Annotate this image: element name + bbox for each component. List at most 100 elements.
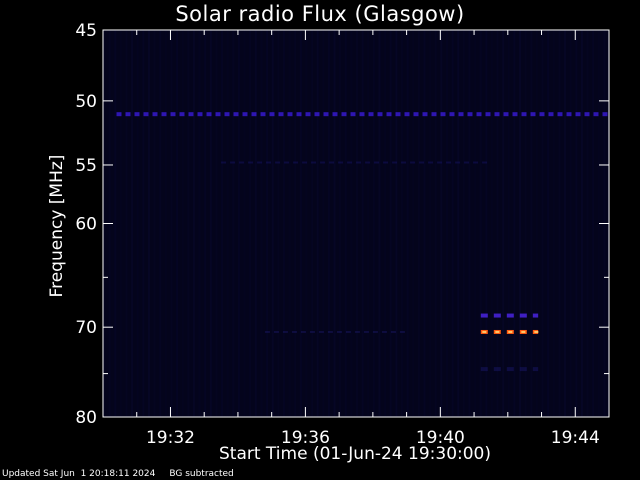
- emission-band: [170, 112, 176, 117]
- background-stripe: [389, 30, 392, 417]
- emission-band: [437, 161, 443, 164]
- emission-band: [257, 161, 263, 164]
- background-stripe: [305, 30, 308, 417]
- background-stripe: [221, 30, 224, 417]
- background-stripe: [260, 30, 263, 417]
- emission-band: [338, 161, 344, 164]
- emission-band: [476, 112, 482, 117]
- background-stripe: [524, 30, 527, 417]
- x-tick-label: 19:32: [146, 428, 195, 448]
- background-stripe: [586, 30, 589, 417]
- background-stripe: [434, 30, 437, 417]
- emission-band: [287, 112, 293, 117]
- emission-band: [125, 112, 131, 117]
- background-stripe: [457, 30, 460, 417]
- emission-burst: [493, 367, 501, 372]
- background-stripe: [423, 30, 426, 417]
- emission-band: [386, 112, 392, 117]
- emission-burst: [532, 313, 539, 318]
- background-stripe: [170, 30, 173, 417]
- emission-band: [593, 112, 599, 117]
- emission-band: [143, 112, 149, 117]
- emission-band: [494, 112, 500, 117]
- background-stripe: [311, 30, 314, 417]
- x-tick-label: 19:40: [416, 428, 465, 448]
- emission-burst: [519, 367, 527, 372]
- emission-band: [264, 330, 270, 333]
- emission-band: [215, 112, 221, 117]
- emission-band: [282, 330, 288, 333]
- plot-background: [103, 30, 609, 417]
- emission-band: [566, 112, 572, 117]
- emission-band: [392, 161, 398, 164]
- background-stripe: [159, 30, 162, 417]
- emission-band: [350, 112, 356, 117]
- emission-band: [221, 161, 227, 164]
- emission-band: [557, 112, 563, 117]
- emission-band: [347, 161, 353, 164]
- emission-band: [359, 112, 365, 117]
- background-stripe: [552, 30, 555, 417]
- emission-burst: [506, 367, 514, 372]
- background-stripe: [288, 30, 291, 417]
- emission-band: [300, 330, 306, 333]
- background-stripe: [266, 30, 269, 417]
- emission-band: [296, 112, 302, 117]
- emission-band: [314, 112, 320, 117]
- emission-band: [332, 112, 338, 117]
- y-axis-label: Frequency [MHz]: [47, 154, 67, 298]
- emission-band: [521, 112, 527, 117]
- background-stripe: [541, 30, 544, 417]
- background-stripe: [181, 30, 184, 417]
- x-tick-label: 19:36: [281, 428, 330, 448]
- background-stripe: [451, 30, 454, 417]
- background-stripe: [507, 30, 510, 417]
- emission-core: [495, 330, 500, 333]
- background-stripe: [176, 30, 179, 417]
- background-stripe: [299, 30, 302, 417]
- background-stripe: [142, 30, 145, 417]
- y-tick-label: 60: [75, 215, 97, 235]
- background-stripe: [440, 30, 443, 417]
- background-stripe: [592, 30, 595, 417]
- emission-band: [336, 330, 342, 333]
- emission-band: [327, 330, 333, 333]
- emission-band: [431, 112, 437, 117]
- emission-band: [116, 112, 122, 117]
- background-stripe: [249, 30, 252, 417]
- emission-band: [161, 112, 167, 117]
- background-stripe: [384, 30, 387, 417]
- background-stripe: [254, 30, 257, 417]
- background-stripe: [513, 30, 516, 417]
- emission-band: [152, 112, 158, 117]
- background-stripe: [356, 30, 358, 417]
- background-stripe: [575, 30, 578, 417]
- background-stripe: [519, 30, 522, 417]
- emission-core: [508, 330, 513, 333]
- emission-band: [548, 112, 554, 117]
- background-stripe: [215, 30, 218, 417]
- background-stripe: [530, 30, 533, 417]
- emission-band: [242, 112, 248, 117]
- x-axis-label: Start Time (01-Jun-24 19:30:00): [219, 444, 491, 464]
- emission-band: [251, 112, 257, 117]
- background-stripe: [164, 30, 167, 417]
- emission-band: [602, 112, 608, 117]
- background-stripe: [339, 30, 342, 417]
- emission-band: [273, 330, 279, 333]
- emission-band: [269, 112, 275, 117]
- background-stripe: [237, 30, 240, 417]
- background-stripe: [395, 30, 398, 417]
- emission-band: [383, 161, 389, 164]
- emission-band: [374, 161, 380, 164]
- emission-band: [458, 112, 464, 117]
- emission-core: [521, 330, 526, 333]
- background-stripe: [187, 30, 190, 417]
- emission-band: [266, 161, 272, 164]
- emission-band: [248, 161, 254, 164]
- emission-band: [345, 330, 351, 333]
- emission-band: [323, 112, 329, 117]
- emission-band: [485, 112, 491, 117]
- emission-band: [410, 161, 416, 164]
- background-note: BG subtracted: [169, 469, 234, 479]
